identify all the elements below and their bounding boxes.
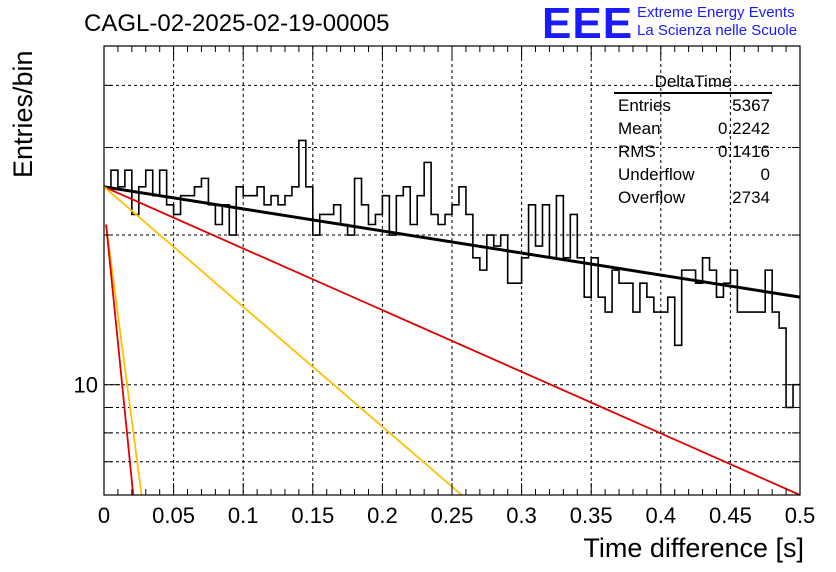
- stats-row-entries: Entries 5367: [612, 94, 778, 117]
- stats-row-mean: Mean 0.2242: [612, 117, 778, 140]
- x-tick-label: 0.35: [570, 503, 613, 528]
- stats-label: Mean: [618, 119, 661, 138]
- stats-value: 2734: [732, 188, 770, 207]
- x-tick-label: 0: [98, 503, 110, 528]
- fit-line-5: [105, 224, 135, 496]
- stats-value: 0.2242: [718, 119, 770, 138]
- eee-logo: EEE: [542, 0, 634, 48]
- stats-label: Entries: [618, 96, 671, 115]
- x-tick-label: 0.2: [367, 503, 398, 528]
- x-tick-label: 0.05: [152, 503, 195, 528]
- stats-label: Overflow: [618, 188, 686, 207]
- fit-line-2: [103, 186, 801, 496]
- logo-line-1: Extreme Energy Events: [637, 4, 795, 21]
- eee-logo-caption: Extreme Energy Events La Scienza nelle S…: [637, 4, 797, 40]
- fit-line-4: [105, 224, 143, 496]
- y-tick-label: 10: [74, 373, 98, 398]
- x-tick-label: 0.3: [506, 503, 537, 528]
- x-tick-label: 0.4: [646, 503, 677, 528]
- stats-row-underflow: Underflow 0: [612, 163, 778, 186]
- fit-line-3: [103, 186, 463, 496]
- x-axis-label: Time difference [s]: [583, 533, 804, 563]
- stats-value: 5367: [732, 96, 770, 115]
- y-axis-label: Entries/bin: [8, 50, 38, 178]
- stats-title: DeltaTime: [614, 72, 772, 94]
- logo-line-2: La Scienza nelle Scuole: [637, 22, 798, 39]
- histogram-steps: [104, 139, 800, 409]
- stats-label: Underflow: [618, 165, 695, 184]
- stats-value: 0.1416: [718, 142, 770, 161]
- stats-box: DeltaTime Entries 5367 Mean 0.2242 RMS 0…: [612, 72, 778, 209]
- x-tick-label: 0.1: [228, 503, 259, 528]
- x-tick-label: 0.25: [431, 503, 474, 528]
- stats-row-overflow: Overflow 2734: [612, 186, 778, 209]
- stats-label: RMS: [618, 142, 656, 161]
- x-tick-label: 0.15: [291, 503, 334, 528]
- x-tick-label: 0.45: [709, 503, 752, 528]
- fit-line-1: [103, 185, 801, 299]
- chart-title: CAGL-02-2025-02-19-00005: [84, 10, 390, 37]
- x-tick-label: 0.5: [785, 503, 816, 528]
- stats-value: 0: [760, 165, 770, 184]
- stats-row-rms: RMS 0.1416: [612, 140, 778, 163]
